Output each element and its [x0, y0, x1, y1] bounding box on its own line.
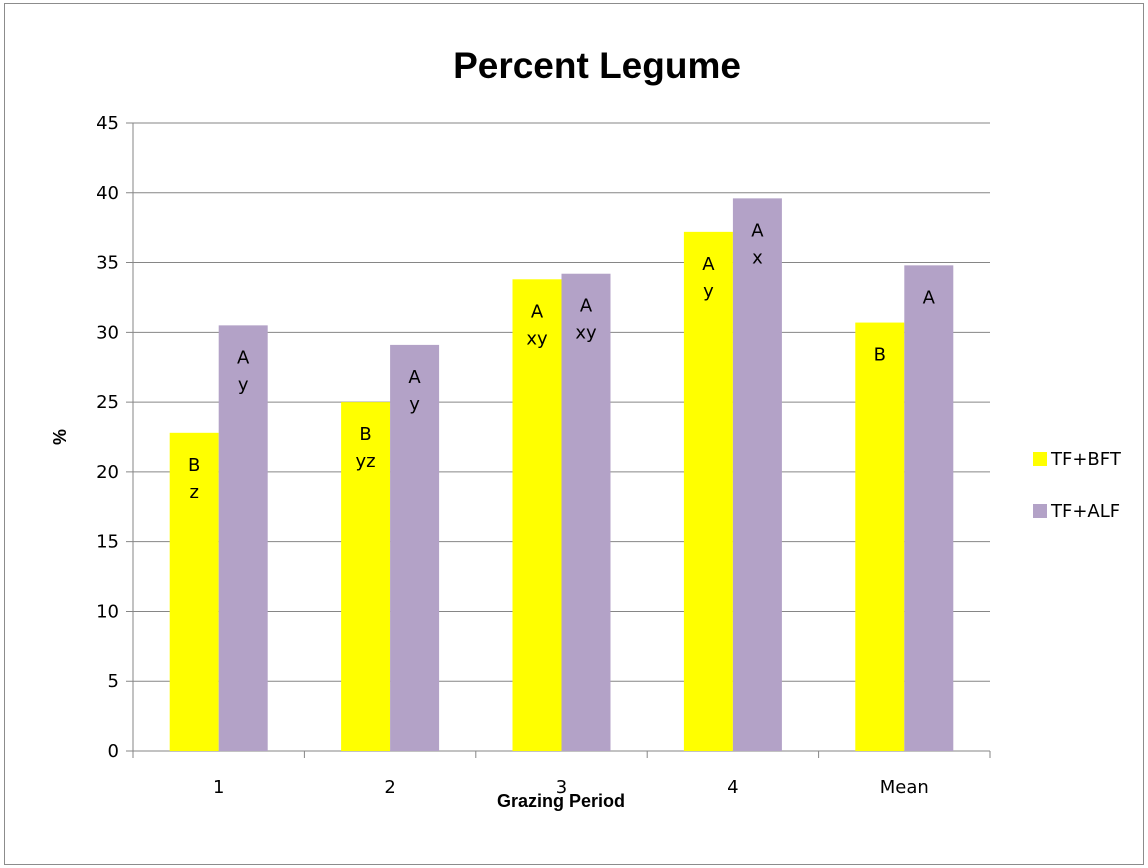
y-tick-label: 20 [96, 462, 119, 483]
bar-data-label: A [237, 347, 250, 368]
y-tick-label: 25 [96, 392, 119, 413]
y-tick-label: 30 [96, 322, 119, 343]
x-tick-label: 4 [727, 777, 738, 798]
bar [169, 432, 219, 751]
bar [341, 402, 391, 751]
legend-item: TF+BFT [1033, 449, 1122, 470]
x-axis-label: Grazing Period [497, 791, 625, 811]
bar-data-label: A [531, 301, 544, 322]
y-tick-label: 40 [96, 183, 119, 204]
bar-data-label: A [702, 254, 715, 275]
bar-data-label: y [409, 394, 420, 415]
bar-data-label: y [238, 374, 249, 395]
legend: TF+BFT TF+ALF [1033, 449, 1122, 522]
bar-data-label: A [580, 296, 593, 317]
bar-data-label: y [703, 281, 714, 302]
y-tick-label: 45 [96, 113, 119, 134]
bars [169, 198, 954, 752]
legend-swatch [1033, 452, 1047, 466]
bar-data-label: A [751, 220, 764, 241]
bar [218, 325, 268, 751]
bar-data-label: yz [356, 451, 376, 472]
legend-swatch [1033, 504, 1047, 518]
y-tick-label: 0 [108, 741, 119, 762]
bar-data-label: B [359, 424, 371, 445]
legend-label: TF+ALF [1050, 501, 1120, 522]
bar [512, 279, 562, 751]
y-tick-label: 10 [96, 601, 119, 622]
chart-title: Percent Legume [453, 45, 741, 86]
bar-data-label: B [874, 345, 886, 366]
bar-data-label: xy [575, 323, 597, 344]
y-tick-label: 5 [108, 671, 119, 692]
bar [683, 231, 733, 751]
y-axis-label: % [50, 429, 70, 445]
bar-data-label: B [188, 455, 200, 476]
bar-data-label: A [408, 367, 421, 388]
x-tick-label: 1 [213, 777, 224, 798]
x-tick-label: 2 [384, 777, 395, 798]
bar-data-label: xy [526, 328, 548, 349]
y-tick-label: 35 [96, 253, 119, 274]
bar-data-label: x [752, 247, 763, 268]
y-tick-label: 15 [96, 532, 119, 553]
gridlines [126, 122, 990, 752]
bar-data-label: z [189, 482, 198, 503]
bar [732, 198, 782, 752]
x-tick-label: Mean [880, 777, 929, 798]
bar-data-label: A [923, 287, 936, 308]
legend-label: TF+BFT [1050, 449, 1122, 470]
x-axis-ticks: 1 2 3 4 Mean [132, 751, 991, 798]
x-tick-label: 3 [556, 777, 567, 798]
legend-item: TF+ALF [1033, 501, 1120, 522]
y-axis-ticks: 0 5 10 15 20 25 30 35 40 45 [96, 113, 119, 762]
bar [390, 344, 440, 751]
bar [561, 273, 611, 751]
bar [855, 322, 905, 751]
bar [904, 265, 954, 751]
